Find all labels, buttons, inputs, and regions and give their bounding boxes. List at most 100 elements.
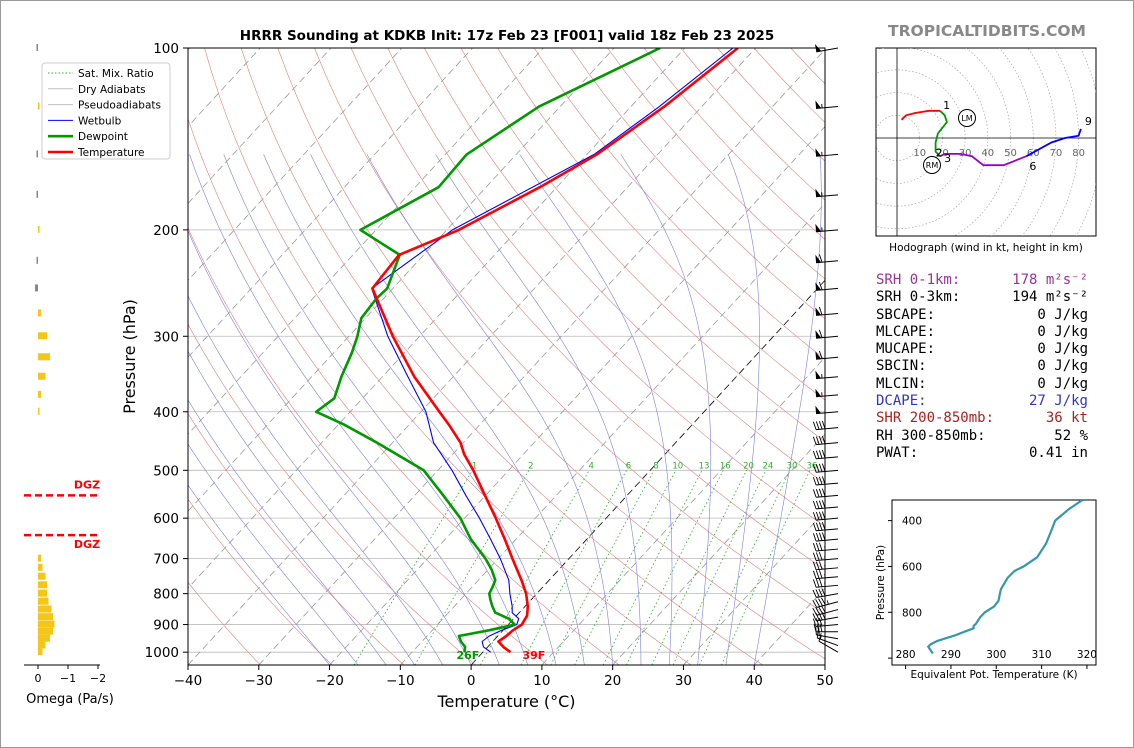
wind-barb-feather: [815, 522, 820, 531]
pseudoadiabat: [188, 230, 472, 665]
wind-barb-shaft: [816, 528, 839, 532]
wind-barb-feather: [818, 476, 823, 485]
wind-barb: [815, 388, 839, 398]
dry-adiabat: [240, 48, 763, 665]
wind-barb-shaft: [816, 548, 839, 552]
wind-barb: [812, 511, 839, 521]
mixing-ratio-label: 30: [787, 461, 798, 471]
stat-row: SBCIN: 0 J/kg: [876, 358, 1088, 375]
omega-bar: [38, 581, 47, 589]
x-tick-label: −10: [386, 673, 415, 689]
wind-barb-feather: [818, 463, 823, 472]
stat-row: SRH 0-1km: 178 m²s⁻²: [876, 272, 1088, 289]
wind-barb-feather: [812, 607, 818, 616]
theta-e-y-label: Pressure (hPa): [875, 545, 887, 620]
wind-barb-flag: [815, 188, 822, 197]
wind-barb-flag: [815, 223, 822, 232]
omega-bar: [36, 190, 38, 198]
omega-tick-label: −2: [90, 672, 106, 685]
dry-adiabat: [188, 117, 620, 665]
y-tick-label: 800: [153, 587, 179, 603]
omega-bar: [38, 372, 46, 380]
hodograph-ring-label: 30: [959, 148, 972, 159]
wind-barb-feather: [821, 476, 826, 485]
mixing-ratio-label: 2: [528, 461, 533, 471]
wind-barb: [818, 633, 839, 653]
pseudoadiabat: [188, 350, 415, 665]
mixing-ratio-label: 24: [763, 461, 774, 471]
mixing-ratio-label: 36: [807, 461, 818, 471]
isotherm: [329, 125, 825, 665]
mixing-ratio-line: [353, 470, 473, 665]
dry-adiabat: [314, 48, 825, 615]
wind-barb-feather: [815, 532, 820, 541]
stat-value: 0.41 in: [1028, 444, 1088, 461]
dry-adiabat: [350, 48, 825, 571]
mixing-ratio-label: 6: [626, 461, 631, 471]
storm-motion-marker: [923, 156, 941, 174]
wind-barb-shaft: [816, 260, 839, 264]
isotherm: [188, 48, 615, 512]
mixing-ratio-label: 13: [699, 461, 710, 471]
wind-barb-shaft: [816, 538, 839, 542]
wind-barb: [815, 306, 839, 316]
wind-barb-flag: [815, 405, 822, 414]
wind-barb-shaft: [816, 356, 839, 360]
dry-adiabat: [570, 48, 825, 320]
stat-name: MLCIN:: [876, 375, 927, 392]
wind-barb-flag: [815, 148, 822, 157]
pseudoadiabat: [188, 443, 359, 665]
omega-bar: [38, 225, 40, 233]
stats-table: SRH 0-1km: 178 m²s⁻² SRH 0-3km: 194 m²s⁻² SB…: [876, 272, 1088, 462]
wind-barb-shaft: [816, 609, 839, 616]
x-tick-label: −40: [174, 673, 203, 689]
y-tick-label: 700: [153, 552, 179, 568]
wind-barb-feather: [818, 578, 823, 587]
wind-barb-feather: [815, 464, 820, 473]
wind-barb-feather: [812, 500, 817, 510]
wind-barb: [814, 43, 839, 53]
omega-bar: [38, 634, 50, 642]
wind-barb-shaft: [816, 312, 839, 316]
theta-e-y-tick-label: 800: [902, 607, 922, 619]
wind-barb: [812, 597, 839, 608]
wind-barb: [812, 500, 839, 510]
omega-bar: [38, 605, 52, 613]
wind-barb: [812, 578, 839, 588]
wind-barb: [815, 148, 839, 157]
hodograph-segment: [900, 109, 941, 121]
stat-name: MLCAPE:: [876, 323, 936, 340]
mixing-ratio-line: [721, 470, 811, 665]
dry-adiabat: [204, 48, 692, 665]
omega-bar: [38, 554, 41, 562]
mixing-ratio-label: 16: [720, 461, 731, 471]
wind-barb-shaft: [816, 593, 839, 598]
x-tick-label: 30: [675, 673, 692, 689]
isotherm: [188, 48, 544, 435]
wind-barb-feather: [821, 511, 826, 520]
hodograph-segment: [939, 153, 1027, 167]
hodograph-ring-label: 70: [1050, 148, 1063, 159]
wind-barb-feather: [818, 588, 823, 597]
isotherm: [188, 48, 403, 281]
stat-name: SBCIN:: [876, 358, 927, 375]
stat-name: PWAT:: [876, 444, 919, 461]
omega-bar: [38, 620, 55, 628]
x-tick-label: 40: [746, 673, 763, 689]
wind-barb-feather: [812, 533, 817, 542]
wind-barb-shaft: [816, 376, 839, 380]
wind-barb-feather: [818, 350, 823, 359]
stat-row: MUCAPE: 0 J/kg: [876, 341, 1088, 358]
wind-barb-shaft: [816, 287, 839, 291]
legend-entry: Dry Adiabats: [78, 84, 146, 96]
wind-barb-feather: [819, 623, 823, 632]
wind-barb: [815, 405, 839, 415]
dry-adiabat: [277, 48, 825, 660]
wind-barb-feather: [818, 306, 823, 315]
omega-bar: [36, 44, 38, 51]
wind-barb: [815, 350, 839, 360]
wind-barb-feather: [818, 281, 823, 290]
storm-motion-label: LM: [961, 114, 972, 123]
wind-barb: [815, 281, 839, 291]
hodograph-ring-label: 40: [981, 148, 994, 159]
